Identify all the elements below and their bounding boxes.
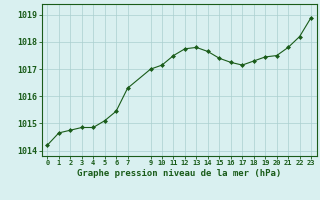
X-axis label: Graphe pression niveau de la mer (hPa): Graphe pression niveau de la mer (hPa) bbox=[77, 169, 281, 178]
